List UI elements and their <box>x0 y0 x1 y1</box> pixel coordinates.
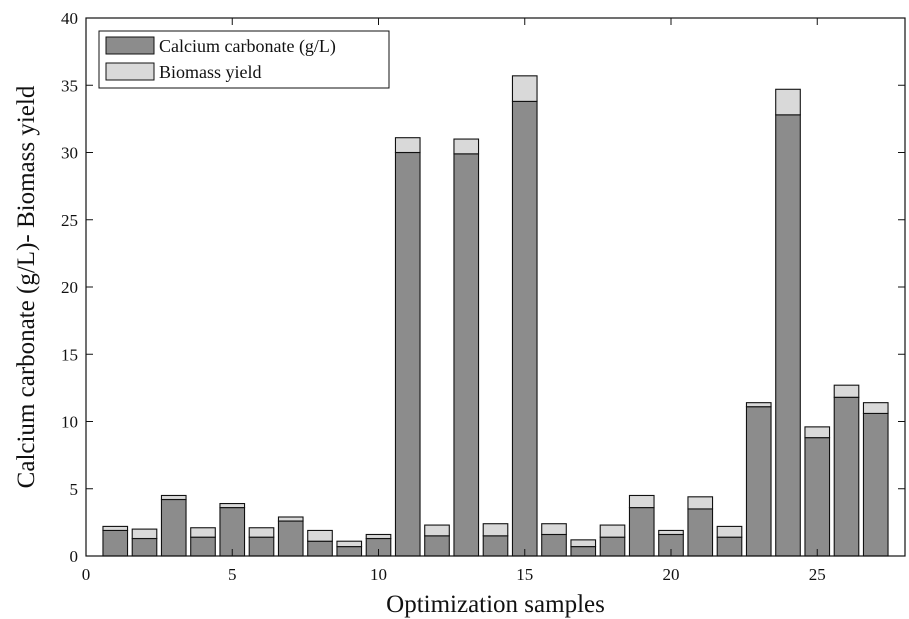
bar-calcium-carbonate-15 <box>511 100 538 557</box>
y-tick-label-10: 10 <box>61 413 78 432</box>
bar-calcium-carbonate-5 <box>219 507 246 557</box>
bar-biomass-yield-6 <box>248 527 275 538</box>
bar-calcium-carbonate-6 <box>248 536 275 557</box>
x-tick-label-5: 5 <box>228 565 237 584</box>
bar-calcium-carbonate-13 <box>453 153 480 557</box>
x-tick-label-0: 0 <box>82 565 91 584</box>
y-tick-label-40: 40 <box>61 9 78 28</box>
y-tick-label-30: 30 <box>61 144 78 163</box>
bar-biomass-yield-8 <box>307 529 333 542</box>
bar-biomass-yield-3 <box>160 494 187 501</box>
bar-biomass-yield-16 <box>541 523 567 536</box>
bar-calcium-carbonate-23 <box>745 406 772 557</box>
legend-label-biomass-yield: Biomass yield <box>159 62 262 82</box>
x-tick-label-10: 10 <box>370 565 387 584</box>
x-tick-label-15: 15 <box>516 565 533 584</box>
bar-biomass-yield-5 <box>219 502 246 509</box>
x-axis-label: Optimization samples <box>386 591 605 618</box>
bar-biomass-yield-21 <box>687 496 714 510</box>
x-tick-label-25: 25 <box>809 565 826 584</box>
bar-calcium-carbonate-17 <box>570 546 597 557</box>
bar-calcium-carbonate-19 <box>628 507 655 557</box>
bar-calcium-carbonate-1 <box>102 529 129 557</box>
bar-biomass-yield-18 <box>599 524 626 538</box>
x-tick-label-20: 20 <box>663 565 680 584</box>
y-tick-label-25: 25 <box>61 211 78 230</box>
bar-biomass-yield-12 <box>424 524 450 537</box>
bar-calcium-carbonate-3 <box>160 498 187 557</box>
bar-biomass-yield-27 <box>862 402 889 414</box>
bar-calcium-carbonate-26 <box>833 396 860 557</box>
bar-biomass-yield-2 <box>131 528 158 540</box>
bar-biomass-yield-25 <box>804 426 831 439</box>
bar-biomass-yield-4 <box>190 527 216 538</box>
y-tick-label-15: 15 <box>61 345 78 364</box>
bar-calcium-carbonate-22 <box>716 536 743 557</box>
bar-biomass-yield-13 <box>453 138 480 155</box>
legend: Calcium carbonate (g/L) Biomass yield <box>98 30 390 89</box>
legend-swatch-biomass-yield <box>105 62 155 81</box>
bar-biomass-yield-20 <box>658 529 684 536</box>
bar-calcium-carbonate-4 <box>190 536 216 557</box>
y-tick-label-20: 20 <box>61 278 78 297</box>
y-axis: 0 5 10 15 20 25 30 35 40 <box>61 9 905 566</box>
bar-calcium-carbonate-11 <box>394 151 421 557</box>
bar-biomass-yield-1 <box>102 525 129 531</box>
legend-label-calcium-carbonate: Calcium carbonate (g/L) <box>159 36 336 57</box>
bar-biomass-yield-14 <box>482 523 509 537</box>
bar-biomass-yield-23 <box>745 402 772 408</box>
bar-calcium-carbonate-9 <box>336 546 363 557</box>
bar-calcium-carbonate-18 <box>599 536 626 557</box>
bar-biomass-yield-22 <box>716 525 743 538</box>
legend-swatch-calcium-carbonate <box>105 36 155 55</box>
bar-biomass-yield-26 <box>833 384 860 398</box>
bar-calcium-carbonate-24 <box>775 114 801 557</box>
bar-biomass-yield-19 <box>628 494 655 509</box>
y-tick-label-5: 5 <box>70 480 79 499</box>
bar-biomass-yield-24 <box>775 88 801 116</box>
y-tick-label-35: 35 <box>61 76 78 95</box>
bar-calcium-carbonate-27 <box>862 412 889 557</box>
y-axis-label: Calcium carbonate (g/L)- Biomass yield <box>13 85 40 488</box>
bars-layer <box>102 75 889 557</box>
bar-calcium-carbonate-12 <box>424 535 450 557</box>
bar-calcium-carbonate-14 <box>482 535 509 557</box>
bar-biomass-yield-10 <box>365 533 392 540</box>
x-axis: 0 5 10 15 20 25 <box>82 18 826 584</box>
bar-biomass-yield-7 <box>277 516 304 522</box>
bar-calcium-carbonate-2 <box>131 537 158 557</box>
bar-biomass-yield-15 <box>511 75 538 102</box>
bar-biomass-yield-9 <box>336 540 363 548</box>
bar-biomass-yield-11 <box>394 137 421 154</box>
bar-calcium-carbonate-8 <box>307 540 333 557</box>
y-tick-label-0: 0 <box>70 547 79 566</box>
bar-calcium-carbonate-25 <box>804 437 831 557</box>
bar-calcium-carbonate-7 <box>277 520 304 557</box>
bar-biomass-yield-17 <box>570 539 597 548</box>
bar-calcium-carbonate-16 <box>541 533 567 557</box>
bar-calcium-carbonate-21 <box>687 508 714 557</box>
